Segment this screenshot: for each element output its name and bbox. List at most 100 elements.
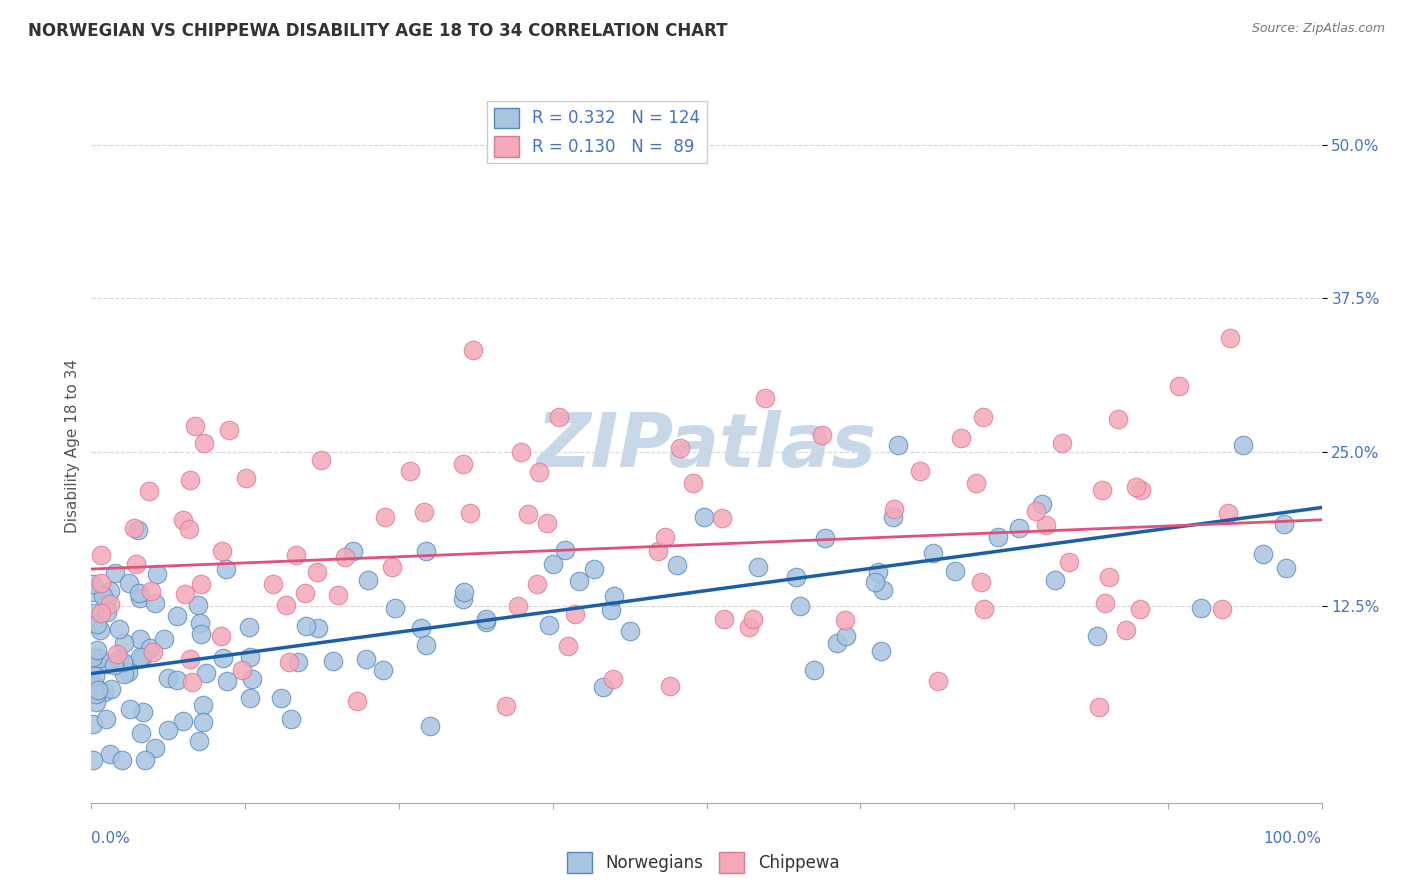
Point [129,650,152,665]
Point [659,679,682,693]
Text: 100.0%: 100.0% [1264,831,1322,846]
Point [93,684,115,698]
Point [235,471,257,485]
Point [87,651,110,665]
Point [181,675,204,690]
Point [665,558,688,572]
Point [373,663,395,677]
Point [143,741,166,756]
Point [602,589,624,603]
Point [238,620,260,634]
Point [547,410,569,425]
Point [179,652,201,666]
Point [86,617,108,632]
Point [305,565,328,579]
Point [118,576,141,591]
Point [602,672,624,686]
Point [453,585,475,599]
Point [218,423,240,437]
Point [177,522,200,536]
Point [108,622,131,636]
Point [112,636,135,650]
Point [1035,518,1057,533]
Point [356,574,378,588]
Point [333,550,356,565]
Point [125,558,148,572]
Point [239,650,262,665]
Point [741,612,763,626]
Point [166,609,188,624]
Point [309,453,332,467]
Point [415,544,437,558]
Point [825,635,848,649]
Point [475,612,498,626]
Point [883,501,905,516]
Point [270,691,292,706]
Point [98,584,121,599]
Text: ZIPatlas: ZIPatlas [537,409,876,483]
Point [647,544,669,558]
Point [132,705,155,719]
Point [82,577,104,591]
Point [195,666,218,681]
Point [143,596,166,610]
Point [921,545,943,559]
Point [284,549,307,563]
Point [190,577,212,591]
Point [419,719,441,733]
Point [108,652,131,666]
Point [908,465,931,479]
Point [274,598,297,612]
Point [495,699,517,714]
Point [122,521,145,535]
Point [1274,561,1296,575]
Point [240,672,263,686]
Point [1025,504,1047,518]
Point [754,392,776,406]
Text: 0.0%: 0.0% [91,831,131,846]
Point [1085,629,1108,643]
Point [166,673,188,688]
Point [193,435,215,450]
Point [882,509,904,524]
Point [129,725,152,739]
Point [179,474,201,488]
Point [157,723,180,737]
Point [1031,497,1053,511]
Point [326,588,349,602]
Point [172,714,194,728]
Point [89,606,111,620]
Point [100,682,122,697]
Point [1094,596,1116,610]
Point [262,577,284,591]
Point [111,753,134,767]
Point [173,587,195,601]
Point [451,457,474,471]
Point [872,582,894,597]
Point [231,663,253,677]
Point [600,602,623,616]
Point [1091,483,1114,497]
Point [682,475,704,490]
Point [129,632,152,647]
Point [138,484,160,499]
Point [215,562,238,576]
Point [156,671,179,685]
Point [1129,602,1152,616]
Point [1059,555,1081,569]
Point [1251,547,1274,561]
Point [526,576,548,591]
Point [86,643,108,657]
Point [1211,601,1233,615]
Point [747,560,769,574]
Point [582,561,605,575]
Point [211,544,233,558]
Point [1008,521,1031,535]
Point [129,591,152,605]
Point [517,507,540,521]
Point [1272,517,1295,532]
Point [105,647,128,661]
Point [693,509,716,524]
Point [541,557,564,571]
Point [82,716,104,731]
